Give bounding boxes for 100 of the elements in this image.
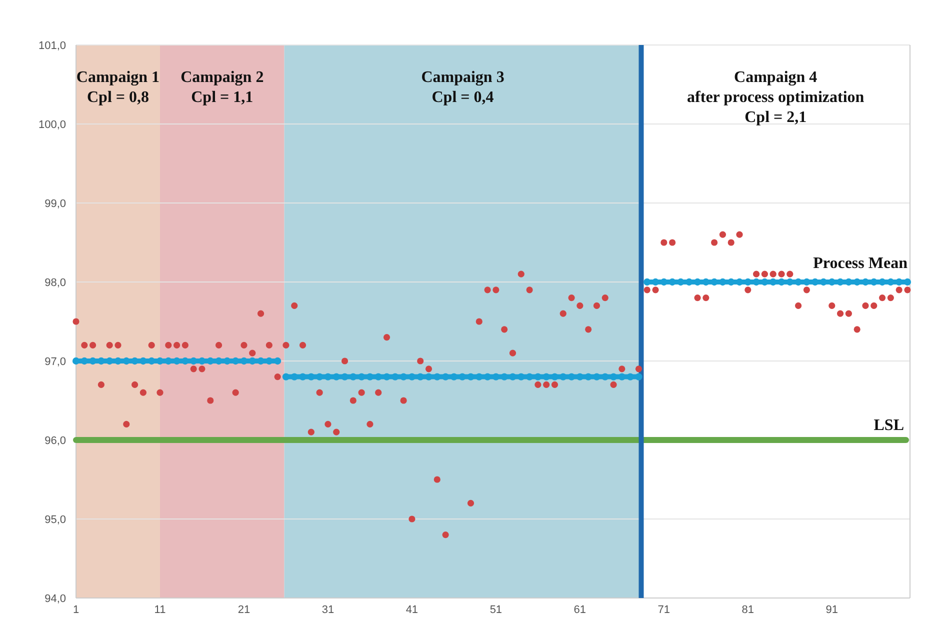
point (257, 357, 264, 365)
series-label: Process Mean (813, 255, 908, 272)
y-tick-label: 99,0 (44, 198, 66, 210)
point (526, 373, 534, 380)
point (122, 357, 130, 365)
point (803, 278, 810, 286)
point (98, 357, 105, 365)
point (618, 373, 626, 380)
point (500, 373, 508, 380)
x-tick-label: 51 (490, 604, 502, 616)
point (710, 278, 718, 286)
point (458, 373, 466, 380)
point (794, 278, 802, 286)
point (626, 373, 634, 380)
point (761, 278, 768, 286)
point (602, 373, 609, 380)
y-tick-label: 101,0 (38, 40, 66, 52)
point (392, 373, 399, 380)
point (635, 373, 642, 380)
point (492, 373, 500, 380)
y-tick-label: 94,0 (44, 592, 66, 605)
y-tick-label: 95,0 (44, 514, 66, 526)
point (206, 357, 214, 365)
point (644, 278, 651, 286)
x-tick-label: 61 (574, 604, 586, 616)
point (509, 373, 516, 380)
point (845, 278, 852, 286)
point (290, 373, 298, 380)
point (770, 278, 777, 286)
band-label: Campaign 3 Cpl = 0,4 (421, 69, 504, 106)
y-tick-label: 98,0 (44, 276, 66, 289)
point (728, 278, 735, 286)
point (266, 357, 273, 365)
band-label: Campaign 2 Cpl = 1,1 (180, 69, 264, 106)
point (248, 357, 256, 365)
point (316, 373, 324, 380)
x-tick-label: 11 (154, 604, 166, 616)
x-tick-label: 71 (658, 604, 670, 616)
point (282, 373, 290, 380)
ref-line-label: LSL (874, 417, 904, 434)
point (878, 278, 886, 286)
point (476, 373, 483, 380)
point (164, 357, 172, 365)
point (534, 373, 542, 380)
x-tick-label: 41 (406, 604, 418, 616)
point (182, 357, 189, 365)
point (560, 373, 567, 380)
point (140, 357, 147, 365)
point (374, 373, 382, 380)
point (383, 373, 390, 380)
point (299, 373, 306, 380)
point (274, 357, 282, 365)
point (744, 278, 752, 286)
point (332, 373, 340, 380)
point (341, 373, 348, 380)
point (518, 373, 525, 380)
point (686, 278, 693, 286)
point (677, 278, 684, 286)
x-tick-label: 1 (72, 604, 80, 616)
point (836, 278, 844, 286)
band-label: Campaign 1 Cpl = 0,8 (76, 69, 160, 106)
point (467, 373, 474, 380)
point (484, 373, 492, 380)
point (131, 357, 138, 365)
point (80, 357, 88, 365)
point (786, 278, 794, 286)
point (425, 373, 432, 380)
annotation: Campaign 4 after process optimization Cpl = 2,1 (687, 69, 864, 126)
point (366, 373, 374, 380)
point (668, 278, 676, 286)
point (442, 373, 450, 380)
point (215, 357, 222, 365)
point (224, 357, 231, 365)
point (752, 278, 760, 286)
point (358, 373, 366, 380)
x-tick-label: 81 (742, 604, 754, 616)
point (593, 373, 600, 380)
x-tick-label: 21 (238, 604, 250, 616)
point (887, 278, 894, 286)
point (719, 278, 726, 286)
point (173, 357, 180, 365)
point (542, 373, 550, 380)
point (660, 278, 668, 286)
point (702, 278, 710, 286)
point (400, 373, 408, 380)
y-tick-label: 97,0 (44, 356, 66, 368)
point (408, 373, 416, 380)
y-tick-label: 96,0 (44, 434, 66, 447)
x-tick-label: 91 (826, 604, 838, 616)
point (568, 373, 576, 380)
point (308, 373, 315, 380)
y-tick-label: 100,0 (38, 118, 66, 131)
point (584, 373, 592, 380)
point (434, 373, 441, 380)
x-tick-label: 31 (322, 604, 334, 616)
point (610, 373, 618, 380)
point (416, 373, 424, 380)
point (350, 373, 357, 380)
point (450, 373, 458, 380)
point (870, 278, 878, 286)
